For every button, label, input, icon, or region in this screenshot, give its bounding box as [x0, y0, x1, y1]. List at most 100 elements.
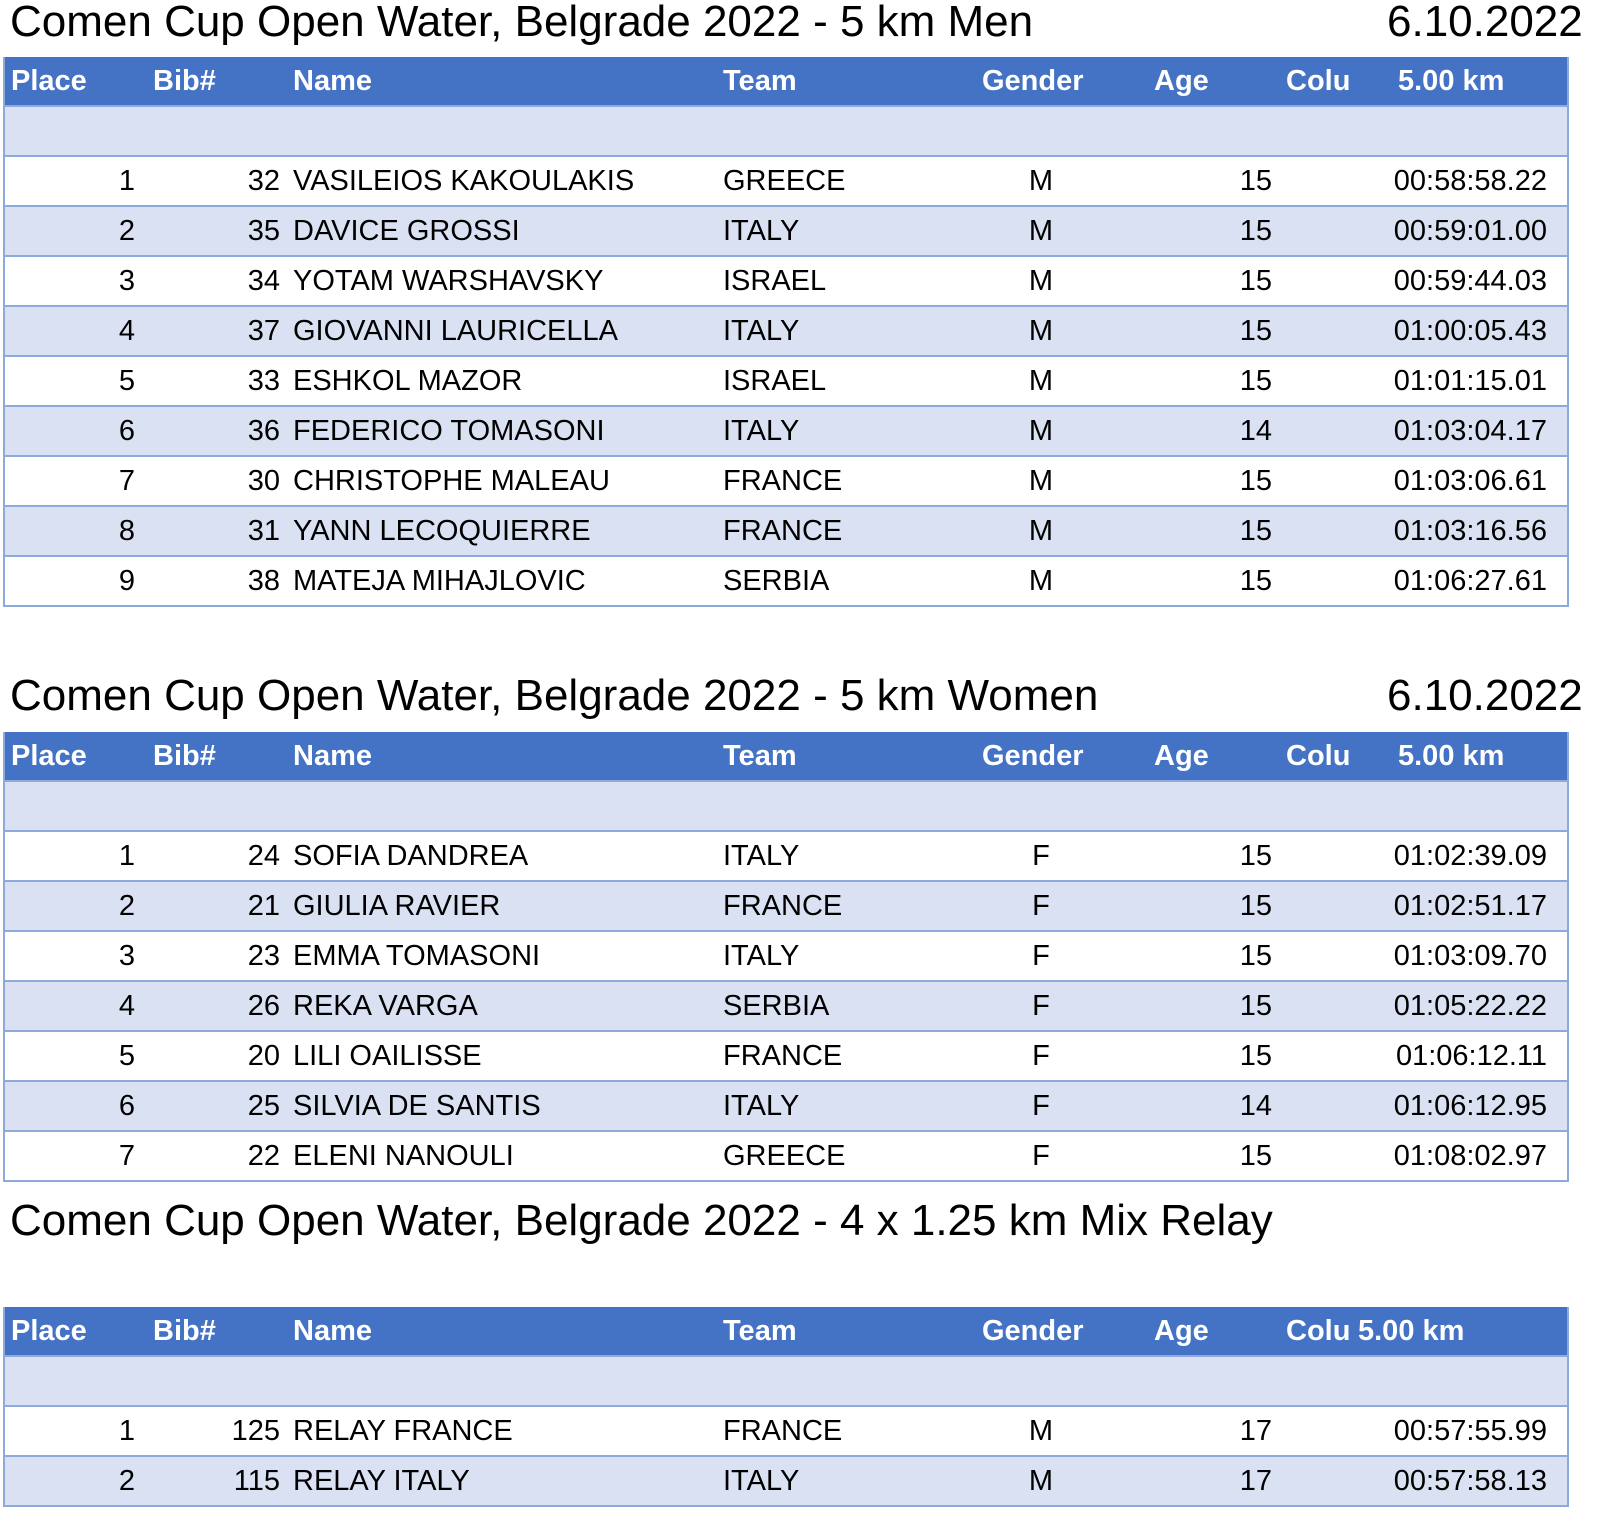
table-row: 8 31 YANN LECOQUIERRE FRANCE M 15 01:03:16.56 [5, 507, 1567, 557]
cell-name: YANN LECOQUIERRE [293, 515, 591, 547]
cell-time: 01:01:15.01 [1393, 365, 1547, 397]
cell-team: ITALY [723, 215, 800, 247]
cell-gender: M [1028, 515, 1054, 547]
results-table: Place Bib# Name Team Gender Age Colu 5.00 km 1 12… [3, 1307, 1569, 1507]
header-colu: Colu [1286, 740, 1350, 772]
cell-bib: 35 [247, 215, 280, 247]
cell-time: 00:58:58.22 [1393, 165, 1547, 197]
cell-name: ELENI NANOULI [293, 1140, 514, 1172]
cell-time: 01:06:12.95 [1393, 1090, 1547, 1122]
cell-place: 2 [118, 890, 135, 922]
cell-gender: F [1032, 990, 1050, 1022]
cell-age: 15 [1239, 365, 1272, 397]
table-row: 7 22 ELENI NANOULI GREECE F 15 01:08:02.97 [5, 1132, 1567, 1182]
cell-place: 3 [118, 940, 135, 972]
cell-time: 00:59:44.03 [1393, 265, 1547, 297]
cell-name: EMMA TOMASONI [293, 940, 541, 972]
table-row: 6 25 SILVIA DE SANTIS ITALY F 14 01:06:12.95 [5, 1082, 1567, 1132]
section-title: Comen Cup Open Water, Belgrade 2022 - 5 … [10, 0, 1034, 46]
cell-place: 5 [118, 365, 135, 397]
cell-time: 01:02:51.17 [1393, 890, 1547, 922]
cell-bib: 26 [247, 990, 280, 1022]
cell-bib: 34 [247, 265, 280, 297]
header-colu: Colu [1286, 1315, 1350, 1347]
cell-gender: F [1032, 890, 1050, 922]
cell-age: 14 [1239, 415, 1272, 447]
header-name: Name [293, 740, 372, 772]
cell-name: RELAY ITALY [293, 1465, 470, 1497]
table-row: 1 32 VASILEIOS KAKOULAKIS GREECE M 15 00:58:58… [5, 157, 1567, 207]
header-name: Name [293, 1315, 372, 1347]
table-row: 9 38 MATEJA MIHAJLOVIC SERBIA M 15 01:06:27.61 [5, 557, 1567, 607]
table-row: 2 35 DAVICE GROSSI ITALY M 15 00:59:01.00 [5, 207, 1567, 257]
cell-age: 15 [1239, 515, 1272, 547]
cell-place: 5 [118, 1040, 135, 1072]
cell-team: ISRAEL [723, 365, 827, 397]
cell-name: YOTAM WARSHAVSKY [293, 265, 604, 297]
header-age: Age [1154, 65, 1209, 97]
cell-gender: M [1028, 415, 1054, 447]
cell-time: 01:03:09.70 [1393, 940, 1547, 972]
table-row: 2 21 GIULIA RAVIER FRANCE F 15 01:02:51.17 [5, 882, 1567, 932]
header-place: Place [11, 65, 87, 97]
cell-place: 7 [118, 1140, 135, 1172]
cell-team: SERBIA [723, 990, 830, 1022]
header-team: Team [723, 740, 797, 772]
cell-gender: M [1028, 1465, 1054, 1497]
cell-time: 01:05:22.22 [1393, 990, 1547, 1022]
cell-gender: M [1028, 165, 1054, 197]
cell-time: 00:57:55.99 [1393, 1415, 1547, 1447]
cell-name: ESHKOL MAZOR [293, 365, 523, 397]
cell-bib: 25 [247, 1090, 280, 1122]
cell-bib: 30 [247, 465, 280, 497]
cell-team: ISRAEL [723, 265, 827, 297]
cell-name: RELAY FRANCE [293, 1415, 513, 1447]
table-row: 7 30 CHRISTOPHE MALEAU FRANCE M 15 01:03:06.61 [5, 457, 1567, 507]
cell-age: 17 [1239, 1465, 1272, 1497]
cell-gender: M [1028, 465, 1054, 497]
cell-name: GIULIA RAVIER [293, 890, 501, 922]
cell-bib: 115 [233, 1465, 280, 1497]
header-gender: Gender [982, 65, 1084, 97]
header-bib: Bib# [153, 740, 216, 772]
section-date: 6.10.2022 [1387, 671, 1583, 720]
cell-age: 17 [1239, 1415, 1272, 1447]
header-time: 5.00 km [1398, 740, 1505, 772]
cell-gender: F [1032, 1040, 1050, 1072]
cell-name: REKA VARGA [293, 990, 478, 1022]
cell-time: 01:06:12.11 [1395, 1040, 1547, 1072]
cell-age: 14 [1239, 1090, 1272, 1122]
section-date: 6.10.2022 [1387, 0, 1583, 46]
table-row: 1 125 RELAY FRANCE FRANCE M 17 00:57:55.99 [5, 1407, 1567, 1457]
cell-place: 7 [118, 465, 135, 497]
cell-gender: M [1028, 365, 1054, 397]
cell-place: 1 [118, 840, 135, 872]
cell-age: 15 [1239, 840, 1272, 872]
cell-team: ITALY [723, 1090, 800, 1122]
table-row: 6 36 FEDERICO TOMASONI ITALY M 14 01:03:04.17 [5, 407, 1567, 457]
cell-gender: M [1028, 1415, 1054, 1447]
cell-time: 01:08:02.97 [1393, 1140, 1547, 1172]
cell-time: 00:57:58.13 [1393, 1465, 1547, 1497]
table-row: 3 34 YOTAM WARSHAVSKY ISRAEL M 15 00:59:44.03 [5, 257, 1567, 307]
header-time: 5.00 km [1358, 1315, 1465, 1347]
cell-place: 9 [118, 565, 135, 597]
cell-bib: 36 [247, 415, 280, 447]
cell-age: 15 [1239, 1140, 1272, 1172]
table-row: 5 33 ESHKOL MAZOR ISRAEL M 15 01:01:15.01 [5, 357, 1567, 407]
header-row: Place Bib# Name Team Gender Age Colu 5.00 km [5, 732, 1567, 782]
header-place: Place [11, 740, 87, 772]
cell-gender: M [1028, 565, 1054, 597]
cell-age: 15 [1239, 265, 1272, 297]
cell-bib: 37 [247, 315, 280, 347]
cell-bib: 38 [247, 565, 280, 597]
header-team: Team [723, 65, 797, 97]
cell-bib: 23 [247, 940, 280, 972]
cell-age: 15 [1239, 990, 1272, 1022]
cell-name: VASILEIOS KAKOULAKIS [293, 165, 635, 197]
cell-gender: F [1032, 1090, 1050, 1122]
cell-name: CHRISTOPHE MALEAU [293, 465, 610, 497]
cell-name: DAVICE GROSSI [293, 215, 520, 247]
results-table: Place Bib# Name Team Gender Age Colu 5.00 km 1 32… [3, 57, 1569, 607]
cell-gender: M [1028, 265, 1054, 297]
